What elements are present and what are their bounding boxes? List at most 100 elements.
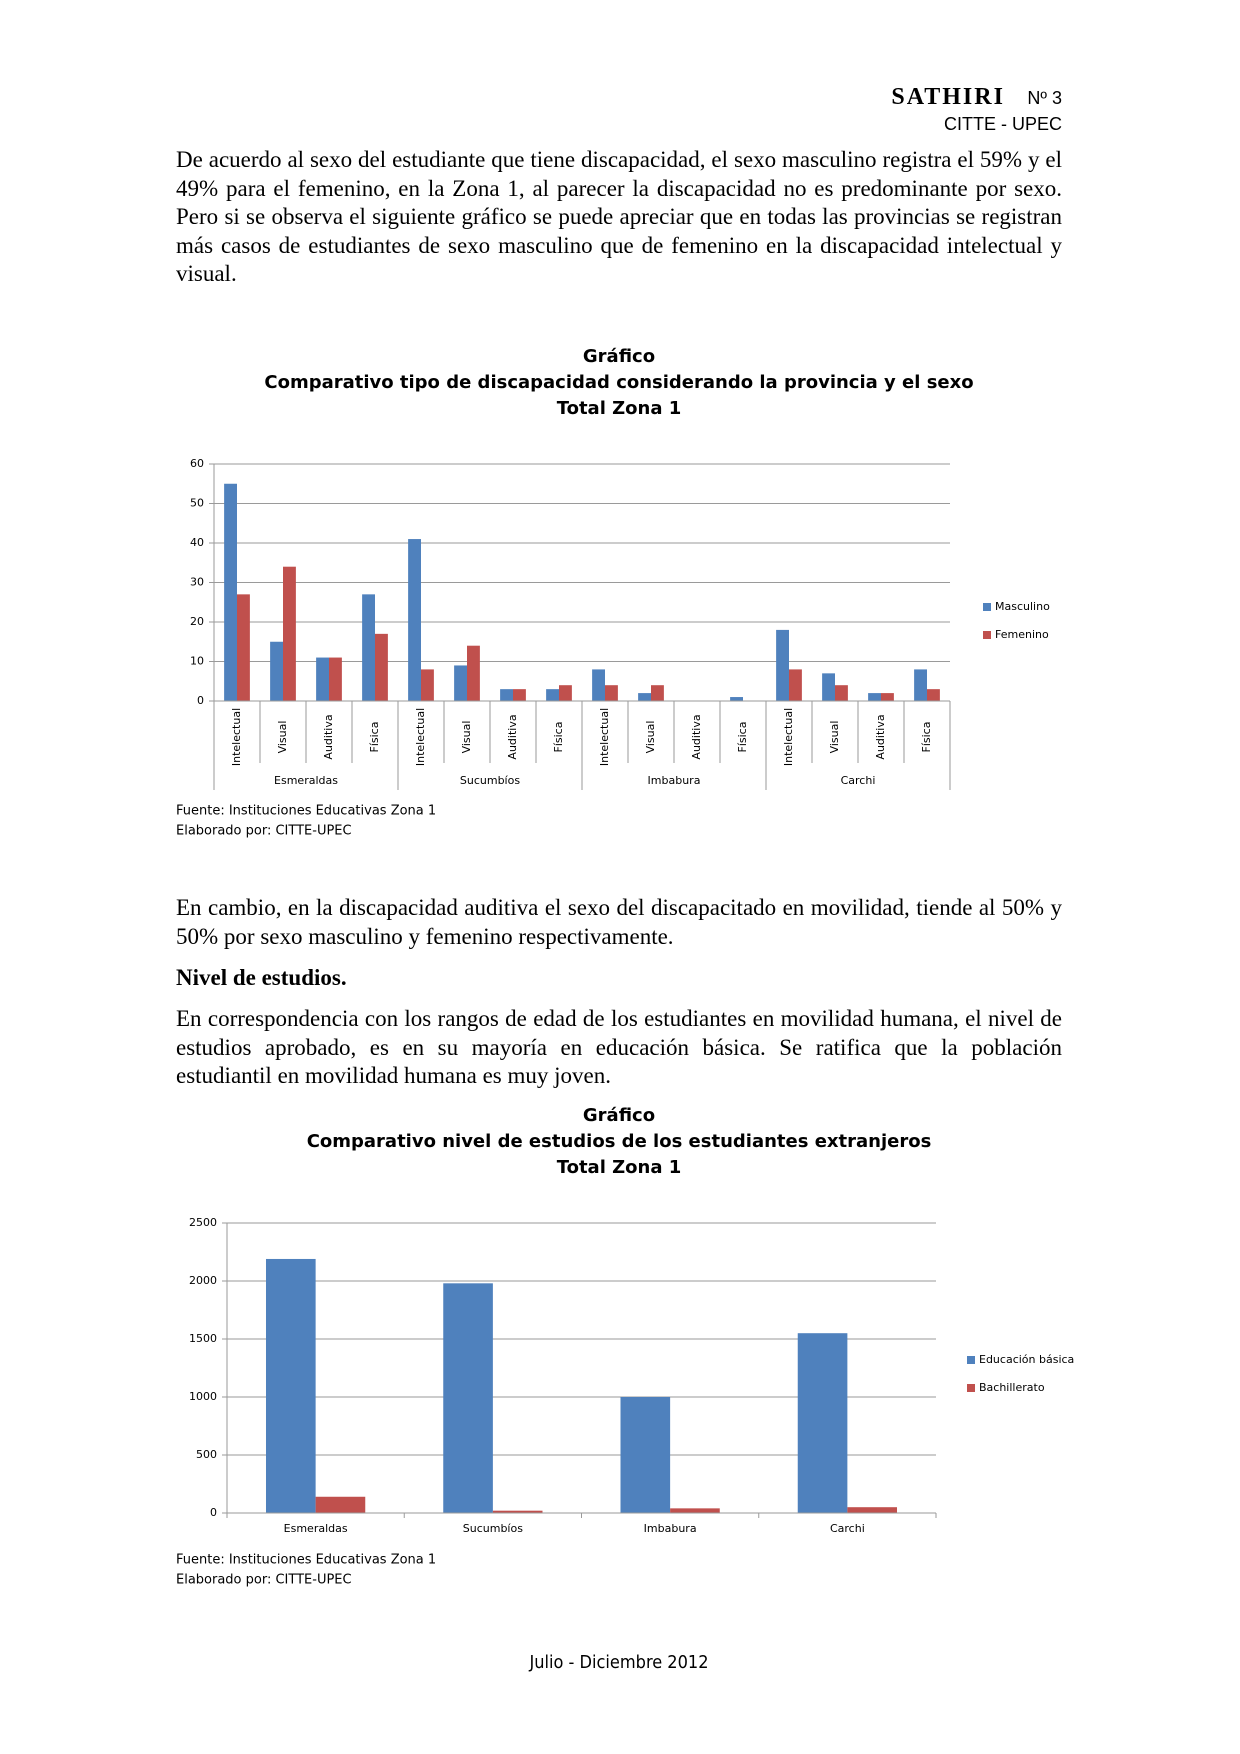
legend-label: Femenino [995, 628, 1049, 641]
bar [492, 1510, 543, 1513]
x-tick-label: Sucumbíos [463, 1522, 523, 1535]
bar [362, 594, 375, 701]
paragraph: En cambio, en la discapacidad auditiva e… [176, 895, 1062, 949]
x-tick-label: Intelectual [598, 708, 611, 766]
issue-number: Nº 3 [1027, 88, 1062, 108]
bar [316, 657, 329, 701]
publisher: CITTE - UPEC [943, 114, 1062, 134]
group-label: Esmeraldas [274, 774, 338, 787]
x-tick-label: Física [736, 722, 749, 753]
bar [881, 693, 894, 701]
bar [914, 669, 927, 701]
chart-title: Gráfico [583, 1105, 655, 1126]
bar [443, 1283, 493, 1513]
bar [605, 685, 618, 701]
y-tick-label: 0 [197, 694, 204, 707]
bar [408, 539, 421, 701]
x-tick-label: Auditiva [690, 714, 703, 759]
x-tick-label: Visual [828, 721, 841, 754]
chart-source: Elaborado por: CITTE-UPEC [176, 824, 352, 839]
masthead: SATHIRI Nº 3 [891, 84, 1062, 111]
legend-label: Bachillerato [979, 1381, 1045, 1394]
journal-name: SATHIRI [891, 84, 1005, 110]
x-tick-label: Imbabura [644, 1522, 697, 1535]
bar [467, 645, 480, 701]
x-tick-label: Física [920, 722, 933, 753]
chart-source: Elaborado por: CITTE-UPEC [176, 1573, 352, 1588]
bar [500, 689, 513, 701]
paragraph: De acuerdo al sexo del estudiante que ti… [176, 147, 1062, 286]
bar [224, 483, 237, 701]
x-tick-label: Física [552, 722, 565, 753]
bar [776, 629, 789, 701]
y-tick-label: 2000 [189, 1274, 217, 1287]
bar [329, 657, 342, 701]
legend-swatch [967, 1384, 975, 1392]
bar [822, 673, 835, 701]
bar [638, 693, 651, 701]
bar [651, 685, 664, 701]
chart-source: Fuente: Instituciones Educativas Zona 1 [176, 804, 436, 819]
bar [283, 566, 296, 701]
bar [454, 665, 467, 701]
y-tick-label: 1500 [189, 1332, 217, 1345]
y-tick-label: 60 [190, 457, 204, 470]
legend-swatch [983, 631, 991, 639]
x-tick-label: Intelectual [414, 708, 427, 766]
chart-title: Total Zona 1 [557, 398, 682, 419]
bar [559, 685, 572, 701]
bar [513, 689, 526, 701]
bar [789, 669, 802, 701]
chart-title: Gráfico [583, 346, 655, 367]
group-label: Imbabura [648, 774, 701, 787]
x-tick-label: Carchi [830, 1522, 865, 1535]
group-label: Sucumbíos [460, 774, 520, 787]
bar [847, 1507, 898, 1513]
bar [270, 641, 283, 701]
chart-title: Total Zona 1 [557, 1157, 682, 1178]
bar [315, 1496, 366, 1513]
legend-swatch [983, 603, 991, 611]
bar [730, 697, 743, 701]
x-tick-label: Auditiva [322, 714, 335, 759]
bar [237, 594, 250, 701]
group-label: Carchi [841, 774, 876, 787]
y-tick-label: 50 [190, 497, 204, 510]
bar [797, 1333, 848, 1513]
y-tick-label: 0 [210, 1506, 217, 1519]
section-heading: Nivel de estudios. [176, 965, 347, 990]
bar [421, 669, 434, 701]
x-tick-label: Intelectual [782, 708, 795, 766]
bar [670, 1508, 720, 1513]
y-tick-label: 10 [190, 655, 204, 668]
x-tick-label: Visual [460, 721, 473, 754]
legend-label: Educación básica [979, 1353, 1074, 1366]
x-tick-label: Visual [644, 721, 657, 754]
footer: Julio - Diciembre 2012 [529, 1652, 709, 1673]
bar [375, 633, 388, 701]
x-tick-label: Visual [276, 721, 289, 754]
x-tick-label: Física [368, 722, 381, 753]
legend-swatch [967, 1356, 975, 1364]
x-tick-label: Intelectual [230, 708, 243, 766]
y-tick-label: 500 [196, 1448, 217, 1461]
legend-label: Masculino [995, 600, 1050, 613]
bar [592, 669, 605, 701]
x-tick-label: Esmeraldas [284, 1522, 348, 1535]
paragraph: En correspondencia con los rangos de eda… [176, 1006, 1062, 1088]
bar [927, 689, 940, 701]
chart-title: Comparativo tipo de discapacidad conside… [264, 372, 973, 393]
bar [546, 689, 559, 701]
chart-title: Comparativo nivel de estudios de los est… [307, 1131, 932, 1152]
x-tick-label: Auditiva [506, 714, 519, 759]
y-tick-label: 2500 [189, 1216, 217, 1229]
x-tick-label: Auditiva [874, 714, 887, 759]
chart-source: Fuente: Instituciones Educativas Zona 1 [176, 1553, 436, 1568]
y-tick-label: 1000 [189, 1390, 217, 1403]
bar [620, 1397, 671, 1513]
bar [835, 685, 848, 701]
bar [868, 693, 881, 701]
y-tick-label: 40 [190, 536, 204, 549]
